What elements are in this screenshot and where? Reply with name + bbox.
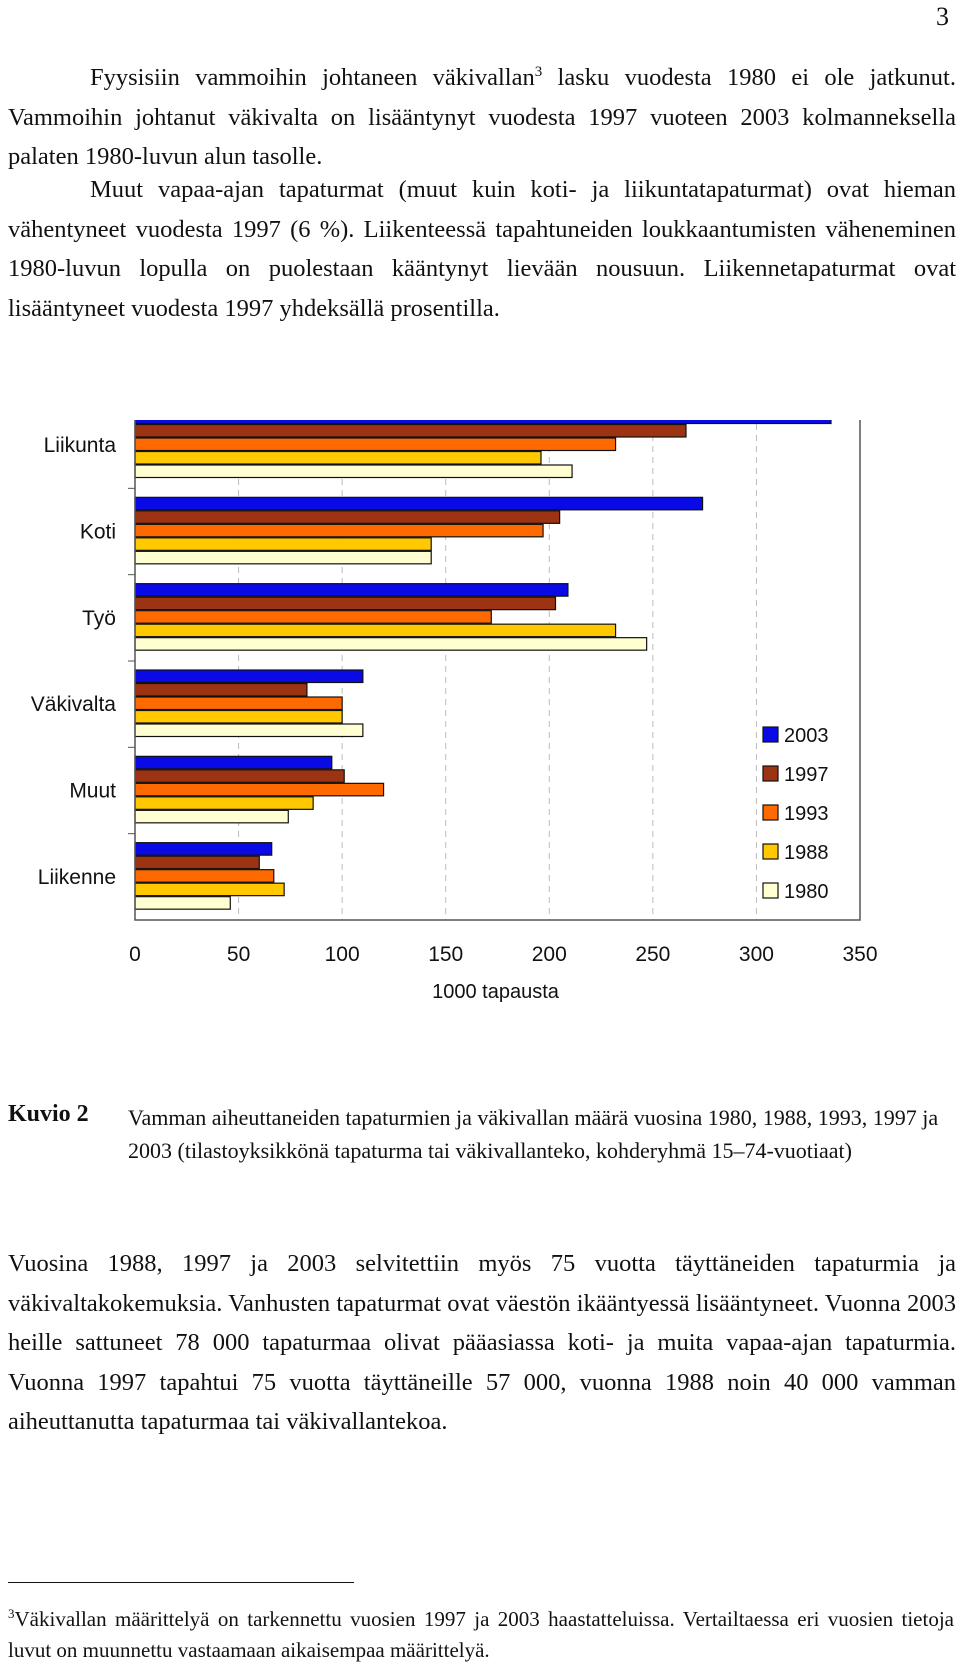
paragraph-2-text: Muut vapaa-ajan tapaturmat (muut kuin ko… (8, 176, 956, 322)
bar (134, 709, 343, 724)
bar (134, 550, 432, 565)
category-label: Väkivalta (31, 693, 117, 716)
legend-swatch (762, 726, 779, 743)
x-tick-label: 250 (635, 943, 670, 966)
legend-label: 2003 (784, 725, 829, 747)
paragraph-1-text-b: lasku vuodesta 1980 ei ole jatkunut. Vam… (8, 64, 956, 170)
bar (134, 782, 385, 797)
bar (134, 523, 544, 538)
legend-label: 1980 (784, 881, 829, 903)
bar (134, 583, 569, 597)
category-labels: Liikunta Koti Työ Väkivalta Muut Liikenne (31, 434, 135, 889)
x-tick-label: 50 (227, 943, 250, 966)
legend-swatch (762, 882, 779, 899)
x-tick-label: 200 (532, 943, 567, 966)
bar (134, 623, 617, 638)
bar (134, 537, 432, 551)
footnote-text: Väkivallan määrittelyä on tarkennettu vu… (8, 1607, 954, 1662)
bar (134, 796, 314, 810)
bars (134, 420, 832, 910)
category-label: Liikunta (44, 434, 117, 457)
legend: 2003 1997 1993 1988 1980 (762, 725, 829, 903)
category-label: Muut (69, 780, 116, 803)
bar (134, 669, 364, 684)
legend-label: 1988 (784, 842, 829, 864)
legend-swatch (762, 765, 779, 782)
bar (134, 510, 561, 524)
footnote: 3Väkivallan määrittelyä on tarkennettu v… (8, 1604, 954, 1666)
bar (134, 769, 345, 783)
paragraph-1-text-a: Fyysisiin vammoihin johtaneen väkivallan (90, 64, 535, 91)
bar (134, 882, 285, 897)
bar (134, 596, 557, 611)
bar (134, 450, 542, 465)
x-tick-label: 100 (325, 943, 360, 966)
bar (134, 464, 573, 479)
bar (134, 610, 492, 624)
legend-label: 1997 (784, 764, 829, 786)
bar (134, 896, 231, 910)
bar (134, 420, 832, 425)
legend-swatch (762, 843, 779, 860)
x-tick-label: 300 (739, 943, 774, 966)
figure-caption-text: Vamman aiheuttaneiden tapaturmien ja väk… (128, 1105, 939, 1163)
bar-chart: Liikunta Koti Työ Väkivalta Muut Liikenne 0 50… (31, 420, 878, 1003)
paragraph-2: Muut vapaa-ajan tapaturmat (muut kuin ko… (8, 170, 956, 328)
bar (134, 496, 704, 511)
grid-lines (238, 420, 757, 920)
footnote-reference: 3 (534, 64, 543, 80)
bar (134, 696, 343, 711)
footnote-divider (8, 1582, 354, 1583)
figure-caption-label: Kuvio 2 (8, 1101, 89, 1127)
page-number: 3 (936, 2, 949, 31)
category-label: Työ (82, 607, 116, 630)
x-tick-label: 0 (129, 943, 141, 966)
bar (134, 682, 308, 697)
bar (134, 637, 648, 651)
x-tick-label: 150 (428, 943, 463, 966)
bar (134, 437, 617, 452)
x-tick-label: 350 (842, 943, 877, 966)
footnote-number: 3 (8, 1606, 15, 1621)
x-axis-label: 1000 tapausta (432, 981, 560, 1003)
bar (134, 869, 275, 883)
bar (134, 842, 273, 856)
legend-label: 1993 (784, 803, 829, 825)
bar (134, 423, 687, 438)
bar (134, 723, 364, 738)
paragraph-1: Fyysisiin vammoihin johtaneen väkivallan… (8, 58, 956, 177)
bar (134, 755, 333, 770)
category-label: Liikenne (38, 866, 116, 889)
bar (134, 809, 289, 824)
category-label: Koti (80, 521, 116, 544)
legend-swatch (762, 804, 779, 821)
bar (134, 855, 260, 870)
paragraph-3: Vuosina 1988, 1997 ja 2003 selvitettiin … (8, 1250, 956, 1435)
x-tick-labels: 0 50 100 150 200 250 300 350 (129, 943, 877, 966)
